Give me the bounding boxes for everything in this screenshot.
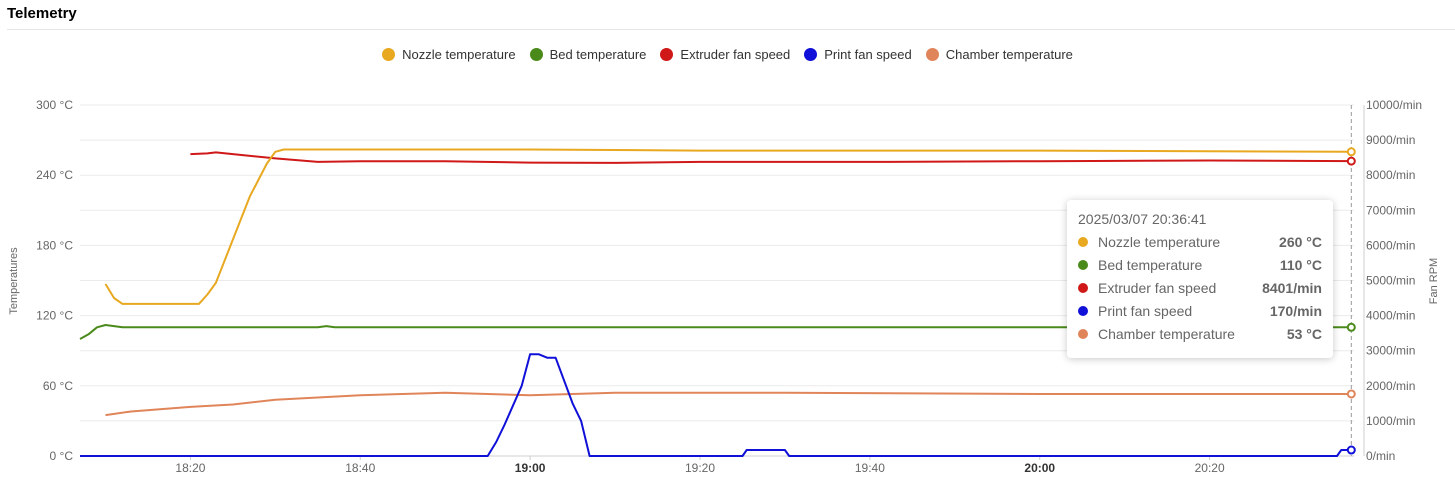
tooltip-series-name: Extruder fan speed bbox=[1098, 279, 1217, 296]
legend-item-extruder-fan[interactable]: Extruder fan speed bbox=[660, 47, 790, 62]
y-left-tick-label: 240 °C bbox=[36, 168, 73, 182]
tooltip-marker bbox=[1078, 236, 1088, 247]
x-tick-label: 18:40 bbox=[345, 461, 375, 475]
tooltip-series-name: Chamber temperature bbox=[1098, 325, 1235, 342]
x-tick-label: 19:20 bbox=[685, 461, 715, 475]
y-right-tick-label: 6000/min bbox=[1366, 238, 1415, 252]
legend-marker bbox=[925, 48, 939, 61]
y-left-tick-label: 60 °C bbox=[43, 379, 73, 393]
chart-tooltip: 2025/03/07 20:36:41 Nozzle temperature 2… bbox=[1067, 200, 1333, 358]
legend-item-chamber[interactable]: Chamber temperature bbox=[925, 47, 1073, 62]
y-right-tick-label: 1000/min bbox=[1366, 414, 1415, 428]
legend-marker bbox=[382, 48, 396, 61]
y-right-tick-label: 7000/min bbox=[1366, 203, 1415, 217]
chart-legend: Nozzle temperature Bed temperature Extru… bbox=[0, 47, 1455, 62]
series-line-print-fan-speed bbox=[80, 353, 1352, 457]
x-tick-label: 18:20 bbox=[175, 461, 205, 475]
y-left-tick-label: 300 °C bbox=[36, 98, 73, 112]
y-left-tick-label: 120 °C bbox=[36, 309, 73, 323]
legend-label: Extruder fan speed bbox=[680, 47, 791, 62]
tooltip-marker bbox=[1078, 328, 1088, 339]
y-right-tick-label: 3000/min bbox=[1366, 344, 1415, 358]
legend-label: Chamber temperature bbox=[945, 47, 1073, 62]
y-left-tick-label: 180 °C bbox=[36, 238, 73, 252]
legend-label: Nozzle temperature bbox=[402, 47, 516, 62]
series-line-extruder-fan-speed bbox=[190, 151, 1352, 164]
tooltip-marker bbox=[1078, 282, 1088, 293]
tooltip-series-name: Nozzle temperature bbox=[1098, 233, 1221, 250]
tooltip-row: Bed temperature 110 °C bbox=[1078, 253, 1322, 276]
legend-item-nozzle[interactable]: Nozzle temperature bbox=[382, 47, 516, 62]
x-tick-label: 19:00 bbox=[515, 461, 546, 475]
y-right-axis-title: Fan RPM bbox=[1428, 258, 1440, 304]
legend-marker bbox=[529, 48, 543, 61]
y-right-tick-label: 10000/min bbox=[1366, 98, 1422, 112]
tooltip-row: Extruder fan speed 8401/min bbox=[1078, 276, 1322, 299]
y-right-tick-label: 9000/min bbox=[1366, 133, 1415, 147]
tooltip-row: Chamber temperature 53 °C bbox=[1078, 322, 1322, 345]
y-left-tick-label: 0 °C bbox=[50, 449, 74, 463]
legend-item-print-fan[interactable]: Print fan speed bbox=[804, 47, 912, 62]
legend-label: Print fan speed bbox=[824, 47, 912, 62]
legend-label: Bed temperature bbox=[549, 47, 647, 62]
data-point-marker bbox=[1346, 147, 1356, 157]
tooltip-value: 260 °C bbox=[1279, 233, 1322, 250]
tooltip-value: 170/min bbox=[1269, 302, 1322, 319]
tooltip-row: Nozzle temperature 260 °C bbox=[1078, 230, 1322, 253]
x-tick-label: 19:40 bbox=[855, 461, 885, 475]
y-right-tick-label: 2000/min bbox=[1366, 379, 1415, 393]
series-line-bed-temperature bbox=[79, 324, 1352, 340]
legend-marker bbox=[804, 48, 818, 61]
y-right-tick-label: 8000/min bbox=[1366, 168, 1415, 182]
y-right-tick-label: 0/min bbox=[1366, 449, 1395, 463]
series-line-nozzle-temperature bbox=[104, 148, 1352, 305]
x-tick-label: 20:20 bbox=[1195, 461, 1225, 475]
title-divider bbox=[7, 29, 1455, 30]
tooltip-timestamp: 2025/03/07 20:36:41 bbox=[1078, 211, 1207, 227]
tooltip-row: Print fan speed 170/min bbox=[1078, 299, 1322, 322]
y-right-tick-label: 4000/min bbox=[1366, 309, 1415, 323]
y-right-tick-label: 5000/min bbox=[1366, 274, 1415, 288]
data-point-marker bbox=[1346, 445, 1356, 455]
tooltip-series-name: Bed temperature bbox=[1098, 256, 1203, 273]
y-left-axis-title: Temperatures bbox=[8, 247, 20, 315]
page-title: Telemetry bbox=[7, 5, 77, 22]
tooltip-value: 8401/min bbox=[1262, 279, 1322, 296]
data-point-marker bbox=[1346, 322, 1356, 332]
x-tick-label: 20:00 bbox=[1024, 461, 1055, 475]
tooltip-series-name: Print fan speed bbox=[1098, 302, 1193, 319]
tooltip-value: 110 °C bbox=[1279, 256, 1322, 273]
data-point-marker bbox=[1346, 389, 1356, 399]
series-line-chamber-temperature bbox=[105, 391, 1352, 417]
data-point-marker bbox=[1346, 156, 1356, 166]
tooltip-marker bbox=[1078, 259, 1088, 270]
legend-marker bbox=[660, 48, 674, 61]
legend-item-bed[interactable]: Bed temperature bbox=[529, 47, 647, 62]
tooltip-value: 53 °C bbox=[1286, 325, 1322, 342]
tooltip-marker bbox=[1078, 305, 1088, 316]
